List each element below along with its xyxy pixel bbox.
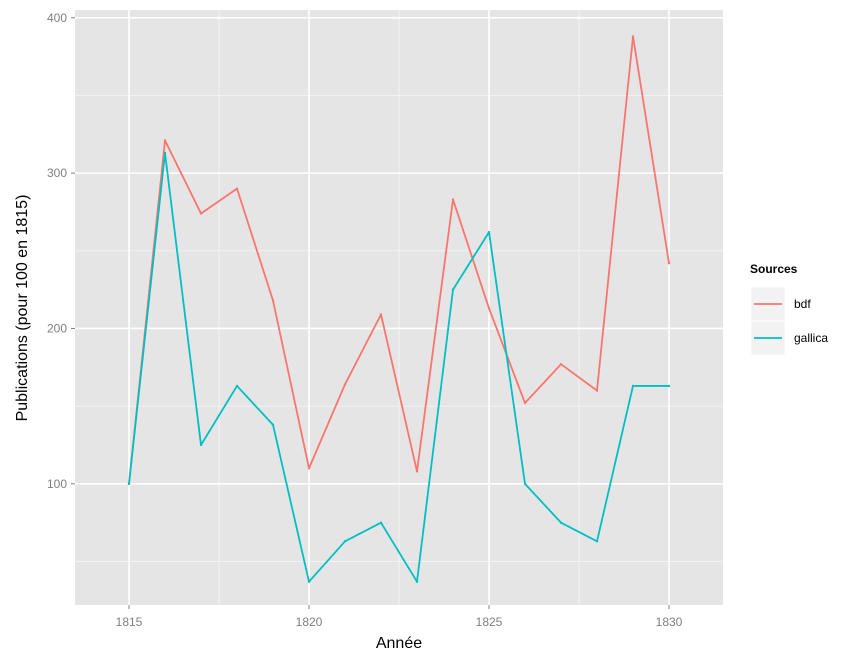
y-tick-label: 300 <box>47 166 67 180</box>
data-point-gallica <box>307 580 311 583</box>
data-point-gallica <box>343 540 347 543</box>
legend: Sources bdf gallica <box>750 262 828 356</box>
data-point-gallica <box>379 521 383 524</box>
x-tick-label: 1820 <box>296 615 323 629</box>
x-tick-label: 1830 <box>656 615 683 629</box>
data-point-bdf <box>235 187 239 190</box>
x-tick-label: 1825 <box>476 615 503 629</box>
data-point-bdf <box>343 383 347 386</box>
data-point-gallica <box>667 384 671 388</box>
data-point-gallica <box>235 384 239 388</box>
y-axis-title: Publications (pour 100 en 1815) <box>14 195 31 422</box>
y-tick-label: 200 <box>47 321 67 335</box>
legend-label-gallica: gallica <box>794 331 828 345</box>
data-point-bdf <box>199 212 203 215</box>
data-point-gallica <box>451 288 455 291</box>
y-tick-label: 400 <box>47 11 67 25</box>
data-point-gallica <box>595 540 599 543</box>
data-point-bdf <box>523 401 527 405</box>
data-point-gallica <box>559 521 563 524</box>
legend-title: Sources <box>750 262 798 276</box>
data-point-gallica <box>271 423 275 426</box>
y-axis-ticks: 100 200 300 400 <box>47 11 75 491</box>
x-tick-label: 1815 <box>116 615 143 629</box>
data-point-bdf <box>271 299 275 302</box>
x-axis-title: Année <box>376 635 422 652</box>
legend-label-bdf: bdf <box>794 297 811 311</box>
data-point-gallica <box>127 482 131 486</box>
data-point-bdf <box>451 198 455 201</box>
data-point-bdf <box>631 35 635 38</box>
data-point-gallica <box>415 580 419 583</box>
series-line-gallica <box>128 152 669 583</box>
legend-items: bdf gallica <box>750 286 828 356</box>
y-tick-label: 100 <box>47 477 67 491</box>
data-point-gallica <box>631 384 635 388</box>
data-point-bdf <box>307 467 311 470</box>
data-point-bdf <box>667 262 671 265</box>
data-point-bdf <box>487 307 491 310</box>
x-axis-ticks: 1815 1820 1825 1830 <box>116 605 683 629</box>
data-point-bdf <box>559 363 563 366</box>
data-point-bdf <box>415 470 419 473</box>
series-line-bdf <box>128 35 670 484</box>
data-point-gallica <box>523 482 527 486</box>
data-point-gallica <box>487 230 491 234</box>
data-point-bdf <box>595 389 599 392</box>
data-point-bdf <box>163 139 167 142</box>
data-point-gallica <box>199 443 203 447</box>
minor-gridlines <box>75 10 723 605</box>
series-lines <box>127 35 671 583</box>
data-point-bdf <box>379 313 383 316</box>
data-point-gallica <box>163 151 167 155</box>
